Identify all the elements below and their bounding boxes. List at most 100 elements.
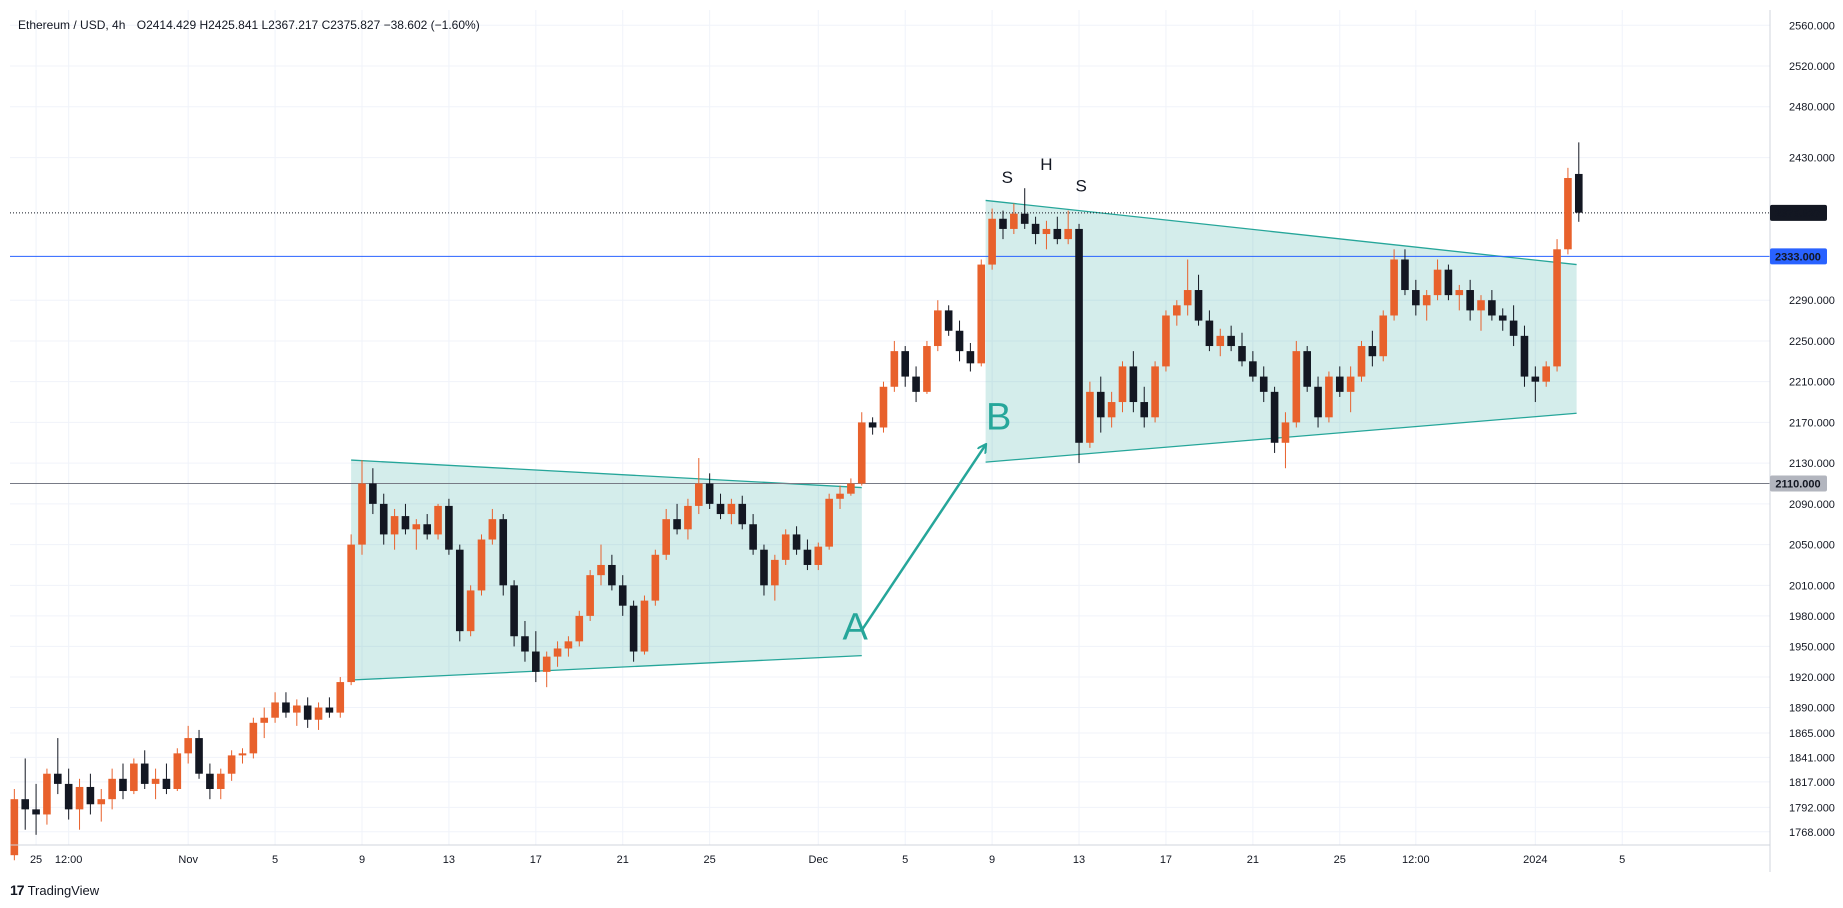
candle-body [1444, 269, 1453, 296]
candle-body [1151, 366, 1159, 418]
candle-body [401, 516, 410, 530]
candle-body [575, 615, 584, 642]
price-tick-label: 1817.000 [1789, 777, 1835, 789]
time-tick-label: 5 [902, 854, 908, 866]
candle-body [1205, 320, 1214, 347]
candle-body [977, 264, 986, 364]
pattern-label: S [1002, 168, 1013, 187]
candle-body [1553, 249, 1561, 367]
wave-label: A [843, 606, 869, 648]
candle-body [521, 636, 529, 652]
candle-body [749, 524, 757, 550]
candle-body [162, 778, 171, 789]
chart-axes: 2560.000 2520.000 2480.000 2430.000 2290.000… [10, 10, 1835, 872]
candle-body [1314, 386, 1322, 418]
candle-body [238, 753, 247, 756]
candle-body [1173, 305, 1181, 316]
time-tick-label: 2024 [1523, 854, 1547, 866]
candle-body [303, 705, 312, 720]
candle-body [412, 524, 421, 530]
candle-body [1259, 376, 1268, 392]
candle-body [434, 505, 442, 535]
candle-body [369, 483, 377, 504]
candle-body [21, 799, 30, 810]
triangle-lower-line [351, 654, 862, 681]
candle-body [1129, 366, 1138, 403]
time-tick-label: Nov [178, 854, 198, 866]
candle-body [1107, 402, 1116, 418]
candle-body [1281, 422, 1290, 443]
price-tick-label: 2520.000 [1789, 61, 1835, 73]
chart-grid [10, 10, 1770, 845]
candle-body [868, 422, 877, 428]
candle-body [879, 386, 888, 428]
candle-body [1086, 391, 1094, 443]
price-tick-label: 2130.000 [1789, 458, 1835, 470]
candle-body [651, 554, 660, 601]
candle-body [1194, 290, 1203, 321]
price-tick-label: 2090.000 [1789, 499, 1835, 511]
candle-body [271, 702, 279, 718]
candle-body [1238, 346, 1246, 362]
candle-body [662, 519, 670, 555]
candle-body [466, 590, 475, 632]
time-tick-label: 9 [989, 854, 995, 866]
candle-body [738, 503, 747, 525]
candle-body [206, 773, 214, 789]
candle-body [586, 575, 594, 616]
candle-body [1031, 223, 1040, 235]
candle-body [1488, 300, 1496, 316]
price-axis[interactable]: 2560.000 2520.000 2480.000 2430.000 2290.000… [1789, 20, 1835, 838]
brand-name: TradingView [27, 882, 100, 898]
candle-body [1325, 376, 1333, 418]
candle-body [1531, 376, 1540, 382]
candle-body [195, 738, 203, 774]
candle-body [836, 493, 844, 499]
candle-body [597, 564, 605, 576]
price-tick-label: 1768.000 [1789, 827, 1835, 839]
candle-body [1227, 335, 1235, 347]
candle-body [1270, 391, 1279, 443]
candle-body [282, 702, 290, 713]
candle-body [1303, 351, 1311, 387]
time-tick-label: 21 [617, 854, 629, 866]
candle-body [1379, 315, 1388, 357]
pattern-label: S [1076, 176, 1087, 195]
candle-body [564, 641, 573, 649]
time-tick-label: 25 [704, 854, 716, 866]
candle-body [227, 755, 236, 774]
price-level-lines [10, 212, 1770, 485]
tradingview-brand[interactable]: 17 TradingView [10, 882, 99, 898]
candle-body [314, 707, 323, 720]
candle-body [390, 516, 399, 535]
candle-body [1249, 361, 1257, 377]
candle-body [934, 310, 942, 347]
time-axis[interactable]: 25 12:00 Nov 5 9 13 17 21 25 Dec 5 9 13 17 21 25 12:00 20… [30, 854, 1625, 866]
candle-body [423, 524, 431, 535]
candle-body [379, 503, 388, 535]
candle-body [1042, 228, 1051, 235]
candle-body [97, 799, 106, 805]
candle-body [825, 498, 833, 547]
time-tick-label: Dec [809, 854, 829, 866]
price-tick-label: 2170.000 [1789, 417, 1835, 429]
candle-body [293, 705, 301, 713]
candle-body [75, 786, 84, 810]
candle-body [336, 682, 345, 713]
candle-body [455, 549, 464, 632]
symbol-name: Ethereum / USD, 4h [18, 18, 125, 32]
candle-body [1053, 228, 1062, 240]
candle-body [966, 351, 975, 364]
time-tick-label: 5 [1619, 854, 1625, 866]
candle-body [673, 519, 681, 530]
candle-body [216, 773, 225, 789]
candle-body [1433, 269, 1442, 296]
candle-body [32, 809, 40, 815]
candle-body [173, 753, 182, 789]
time-tick-label: 13 [443, 854, 455, 866]
candle-body [445, 505, 453, 550]
price-tick-label: 2430.000 [1789, 153, 1835, 165]
candle-body [1422, 295, 1431, 306]
candle-body [988, 218, 996, 265]
